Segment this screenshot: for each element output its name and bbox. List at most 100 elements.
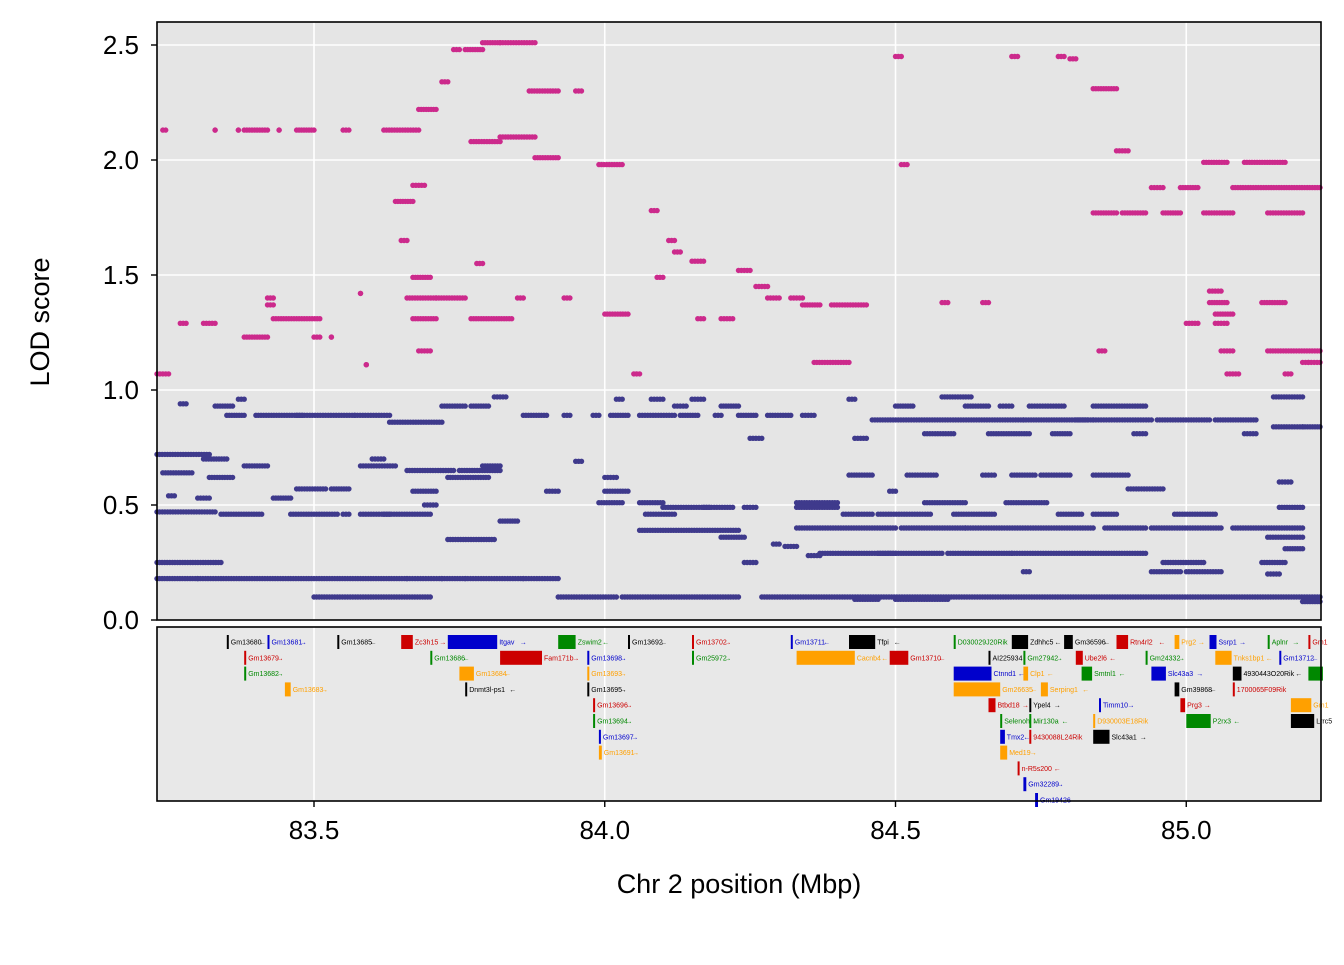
lod-point [869, 472, 875, 478]
lod-point [439, 419, 445, 425]
gene-body [1029, 698, 1032, 713]
gene-body [692, 650, 694, 665]
gene-strand-arrow: → [1178, 655, 1185, 662]
lod-point [799, 295, 806, 301]
lod-point [1224, 299, 1230, 306]
gene-gm1: Gm1 [1290, 698, 1329, 713]
gene-label: Gm39868 [1181, 687, 1212, 694]
lod-point [427, 511, 433, 517]
lod-point [730, 504, 736, 510]
gene-serping1: Serping1 ← [1040, 682, 1089, 697]
gene-body [1186, 714, 1211, 728]
gene-strand-arrow: → [1140, 734, 1147, 741]
gene-gm13698: Gm13698→ [587, 650, 627, 665]
gene-label: Med19 [1009, 750, 1031, 757]
lod-point [1061, 53, 1067, 60]
lod-point [1230, 348, 1236, 354]
lod-point [212, 320, 218, 326]
lod-point [1253, 417, 1259, 423]
gene-gm13692: Gm13692← [628, 635, 667, 649]
lod-point [811, 412, 817, 418]
lod-point [171, 493, 178, 499]
lod-point [1282, 299, 1288, 306]
lod-point [1113, 210, 1120, 216]
gene-strand-arrow: ← [1233, 719, 1240, 726]
lod-point [846, 359, 852, 366]
gene-strand-arrow: ← [1023, 734, 1030, 741]
lod-point [793, 543, 800, 550]
gene-strand-arrow: ← [660, 640, 667, 647]
gene-label: Prg2 [1181, 640, 1196, 647]
gene-label: Gm13711 [795, 640, 825, 647]
lod-point [619, 396, 625, 402]
gene-body [226, 635, 229, 649]
gene-body [1017, 761, 1020, 776]
lod-point [235, 127, 242, 133]
gene-body [1209, 635, 1217, 649]
gene-strand-arrow: → [724, 655, 731, 662]
gene-gm26635: Gm26635← [953, 682, 1038, 697]
gene-gm1: Gm1 [1308, 635, 1328, 649]
lod-point [1067, 431, 1073, 437]
gene-body [593, 698, 596, 713]
gene-clp1: Clp1 ← [1023, 666, 1054, 681]
gene-label: Gm25972 [696, 655, 727, 662]
gene-label: Gm36596 [1075, 640, 1106, 647]
lod-point [229, 403, 236, 409]
lod-point [1230, 311, 1236, 317]
gene-tmx2: Tmx2 ← [1000, 729, 1030, 744]
gene-strand-arrow: ← [881, 655, 888, 662]
gene-gm13702: Gm13702→ [692, 635, 731, 649]
gene-label: Gm13686 [434, 655, 465, 662]
lod-point [183, 401, 189, 407]
gene-9430088l24rik: 9430088L24Rik [1029, 729, 1083, 744]
lod-point [1235, 371, 1242, 377]
gene-label: 9430088L24Rik [1033, 734, 1083, 741]
lod-point [1288, 371, 1294, 377]
gene-label: Dnmt3l-ps1 [469, 687, 505, 694]
gene-gm13696: Gm13696→ [593, 698, 632, 713]
gene-body [1023, 650, 1026, 665]
lod-point [753, 412, 759, 418]
gene-gm13681: Gm13681→ [267, 635, 307, 649]
lod-point [427, 594, 433, 600]
lod-point [625, 311, 631, 317]
gene-body [1180, 698, 1186, 713]
lod-point [741, 534, 747, 540]
gene-body [1029, 729, 1032, 744]
gene-label: Gm13710 [910, 655, 941, 662]
lod-point [503, 394, 509, 400]
gene-body [500, 650, 542, 665]
gene-strand-arrow: ← [1109, 655, 1116, 662]
gene-body [587, 682, 590, 697]
lod-point [1201, 559, 1207, 566]
lod-point [241, 412, 247, 418]
gene-strand-arrow: ← [370, 640, 377, 647]
gene-gm13711: Gm13711← [790, 635, 830, 649]
lod-point [189, 470, 195, 476]
gene-strand-arrow: ← [1266, 655, 1273, 662]
lod-point [776, 541, 782, 547]
lod-point [1102, 348, 1108, 354]
gene-strand-arrow: ← [1054, 766, 1061, 773]
gene-timm10: Timm10 → [1099, 698, 1134, 713]
lod-point [433, 106, 439, 113]
gene-slc43a3: Slc43a3 → [1151, 666, 1203, 681]
gene-label: Slc43a3 [1168, 671, 1193, 678]
lod-point [735, 594, 742, 600]
gene-label: Gm1 [1312, 640, 1327, 647]
lod-point [1113, 86, 1120, 92]
gene-body [1174, 635, 1180, 649]
gene-label: Clp1 [1030, 671, 1045, 678]
y-tick-label: 2.5 [103, 30, 139, 60]
lod-point [1218, 288, 1224, 294]
lod-point [445, 79, 451, 85]
gene-gm13683: Gm13683→ [284, 682, 328, 697]
gene-label: Gm13712 [1283, 655, 1314, 662]
gene-strand-arrow: ← [1210, 687, 1217, 694]
lod-point [1195, 184, 1201, 191]
gene-strand-arrow: ← [1295, 671, 1302, 678]
lod-point [1148, 417, 1155, 423]
lod-point [206, 495, 212, 501]
gene-body [849, 635, 876, 649]
